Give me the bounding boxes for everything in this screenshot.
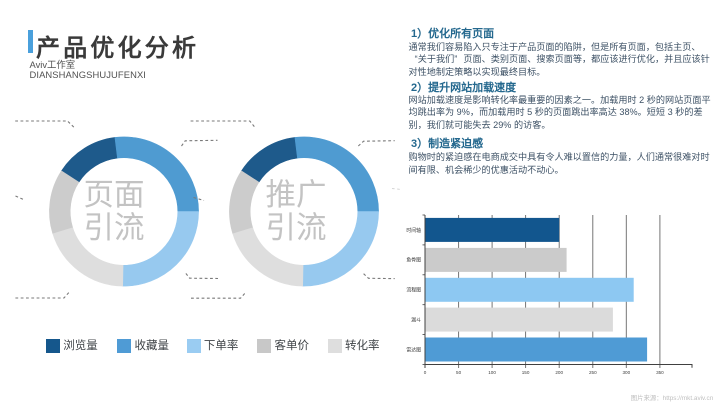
svg-text:200: 200 (555, 370, 563, 375)
svg-text:漏斗: 漏斗 (411, 316, 421, 323)
svg-text:0: 0 (424, 370, 427, 375)
svg-text:350: 350 (656, 370, 664, 375)
svg-text:100: 100 (488, 370, 496, 375)
svg-text:300: 300 (622, 370, 630, 375)
svg-text:150: 150 (522, 370, 530, 375)
svg-text:250: 250 (589, 370, 597, 375)
svg-text:雷达图: 雷达图 (406, 346, 421, 353)
svg-text:鱼骨图: 鱼骨图 (406, 257, 421, 264)
svg-text:50: 50 (456, 370, 462, 375)
svg-text:流程图: 流程图 (406, 287, 421, 294)
svg-text:时间轴: 时间轴 (406, 227, 421, 234)
